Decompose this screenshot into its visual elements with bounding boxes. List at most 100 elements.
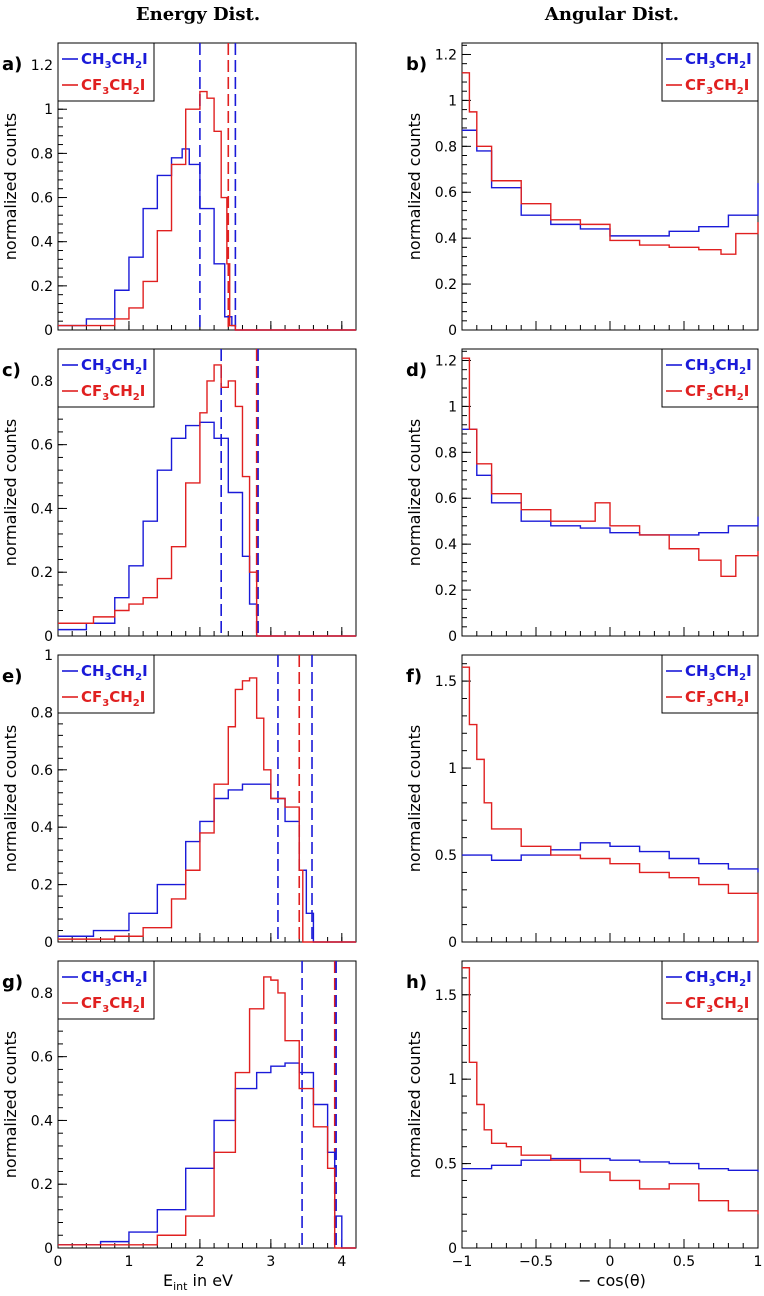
panel-f: 0 0.5 1 1.5 f) normalized counts CH3CH2I CF3CH2… xyxy=(405,654,759,951)
legend-label: CF3CH2I xyxy=(81,382,145,403)
legend-box xyxy=(661,42,759,102)
series-cf3ch2i xyxy=(58,90,356,331)
legend-box xyxy=(661,348,759,408)
y-tick-label: 0.2 xyxy=(31,565,53,581)
x-axis-label-angular: − cos(θ) xyxy=(578,1271,646,1290)
y-tick-label: 0.4 xyxy=(31,235,53,251)
series-cf3ch2i xyxy=(58,976,356,1249)
y-tick-label: 0.6 xyxy=(435,185,457,201)
y-tick-label: 0.2 xyxy=(31,878,53,894)
x-tick-label: 4 xyxy=(337,1254,346,1270)
legend: CH3CH2I CF3CH2I xyxy=(661,42,759,102)
y-tick-label: 0.4 xyxy=(435,537,457,553)
y-tick-label: 0 xyxy=(44,1241,53,1257)
series-cf3ch2i xyxy=(462,666,759,942)
panel-g: 0 0.2 0.4 0.6 0.8 0 1 2 3 4 g) normalized counts CH3… xyxy=(1,960,357,1270)
y-tick-label: 0.8 xyxy=(435,445,457,461)
legend-box xyxy=(57,960,155,1020)
y-axis-label: normalized counts xyxy=(1,113,20,260)
legend-label: CH3CH2I xyxy=(685,50,752,71)
y-tick-label: 1 xyxy=(44,102,53,118)
series-ch3ch2i xyxy=(462,129,759,237)
legend-label: CF3CH2I xyxy=(81,994,145,1015)
panel-label: b) xyxy=(406,54,427,75)
y-axis-label: normalized counts xyxy=(405,1031,424,1178)
y-tick-label: 0 xyxy=(44,323,53,339)
legend-label: CF3CH2I xyxy=(81,76,145,97)
y-tick-label: 1 xyxy=(44,648,53,664)
y-tick-label: 0.4 xyxy=(31,820,53,836)
series-ch3ch2i xyxy=(462,842,759,873)
y-tick-label: 1.5 xyxy=(435,674,457,690)
series-cf3ch2i xyxy=(58,677,356,943)
y-tick-label: 0 xyxy=(448,323,457,339)
y-tick-label: 1.2 xyxy=(435,47,457,63)
plot-frame xyxy=(57,960,357,1249)
x-tick-label: 3 xyxy=(266,1254,275,1270)
legend-box xyxy=(57,348,155,408)
y-tick-label: 1.2 xyxy=(435,353,457,369)
y-tick-label: 0 xyxy=(448,629,457,645)
y-tick-label: 0.2 xyxy=(435,583,457,599)
x-tick-label: 0.5 xyxy=(673,1254,695,1270)
x-tick-label: 0 xyxy=(54,1254,63,1270)
legend-box xyxy=(57,42,155,102)
y-tick-label: 0 xyxy=(44,629,53,645)
x-tick-label: −1 xyxy=(452,1254,473,1270)
legend-label: CF3CH2I xyxy=(685,688,749,709)
x-tick-label: 0 xyxy=(606,1254,615,1270)
y-tick-label: 0 xyxy=(448,935,457,951)
x-tick-label: 1 xyxy=(124,1254,133,1270)
y-tick-label: 0.6 xyxy=(31,191,53,207)
plot-frame xyxy=(57,42,357,331)
y-tick-label: 1.5 xyxy=(435,988,457,1004)
legend: CH3CH2I CF3CH2I xyxy=(57,348,155,408)
y-tick-label: 0.2 xyxy=(31,1177,53,1193)
legend-label: CH3CH2I xyxy=(685,356,752,377)
panel-label: a) xyxy=(2,54,22,75)
panel-a: 0 0.2 0.4 0.6 0.8 1 1.2 a) normalized counts CH3C… xyxy=(1,42,357,339)
y-tick-label: 0.6 xyxy=(435,491,457,507)
y-axis-label: normalized counts xyxy=(405,113,424,260)
y-tick-label: 0.4 xyxy=(31,501,53,517)
y-tick-label: 0.6 xyxy=(31,1050,53,1066)
plot-frame xyxy=(57,348,357,637)
legend-label: CH3CH2I xyxy=(81,356,148,377)
x-tick-label: 1 xyxy=(754,1254,763,1270)
legend: CH3CH2I CF3CH2I xyxy=(57,42,155,102)
legend: CH3CH2I CF3CH2I xyxy=(57,654,155,714)
legend-label: CF3CH2I xyxy=(81,688,145,709)
legend-label: CF3CH2I xyxy=(685,382,749,403)
panel-label: f) xyxy=(406,666,422,687)
series-cf3ch2i xyxy=(462,967,759,1215)
y-tick-label: 0.8 xyxy=(31,374,53,390)
y-tick-label: 0.2 xyxy=(435,277,457,293)
y-tick-label: 0.4 xyxy=(435,231,457,247)
series-ch3ch2i xyxy=(58,148,356,331)
panel-e: 0 0.2 0.4 0.6 0.8 1 e) normalized counts CH3CH2I… xyxy=(1,648,357,951)
panel-label: d) xyxy=(406,360,427,381)
legend-label: CH3CH2I xyxy=(81,968,148,989)
panel-b: 0 0.2 0.4 0.6 0.8 1 1.2 b) normalized counts CH3C… xyxy=(405,42,759,339)
legend-label: CF3CH2I xyxy=(685,76,749,97)
y-tick-label: 0.8 xyxy=(31,146,53,162)
x-tick-label: 2 xyxy=(195,1254,204,1270)
series-cf3ch2i xyxy=(462,357,759,578)
legend-label: CH3CH2I xyxy=(685,968,752,989)
y-tick-label: 0 xyxy=(44,935,53,951)
y-tick-label: 1 xyxy=(448,1072,457,1088)
y-tick-label: 1 xyxy=(448,399,457,415)
y-axis-label: normalized counts xyxy=(1,1031,20,1178)
panel-h: 0 0.5 1 1.5 −1 −0.5 0 0.5 1 h) normalized counts CH… xyxy=(405,960,763,1270)
panel-c: 00.20.40.60.8c)normalized countsCH3CH2IC… xyxy=(1,348,357,645)
y-axis-label: normalized counts xyxy=(405,419,424,566)
col-title-energy: Energy Dist. xyxy=(136,4,260,25)
legend-label: CH3CH2I xyxy=(81,50,148,71)
legend-label: CF3CH2I xyxy=(685,994,749,1015)
legend-label: CH3CH2I xyxy=(685,662,752,683)
y-axis-label: normalized counts xyxy=(1,725,20,872)
x-tick-label: −0.5 xyxy=(519,1254,553,1270)
y-tick-label: 0.8 xyxy=(435,139,457,155)
legend-box xyxy=(661,654,759,714)
